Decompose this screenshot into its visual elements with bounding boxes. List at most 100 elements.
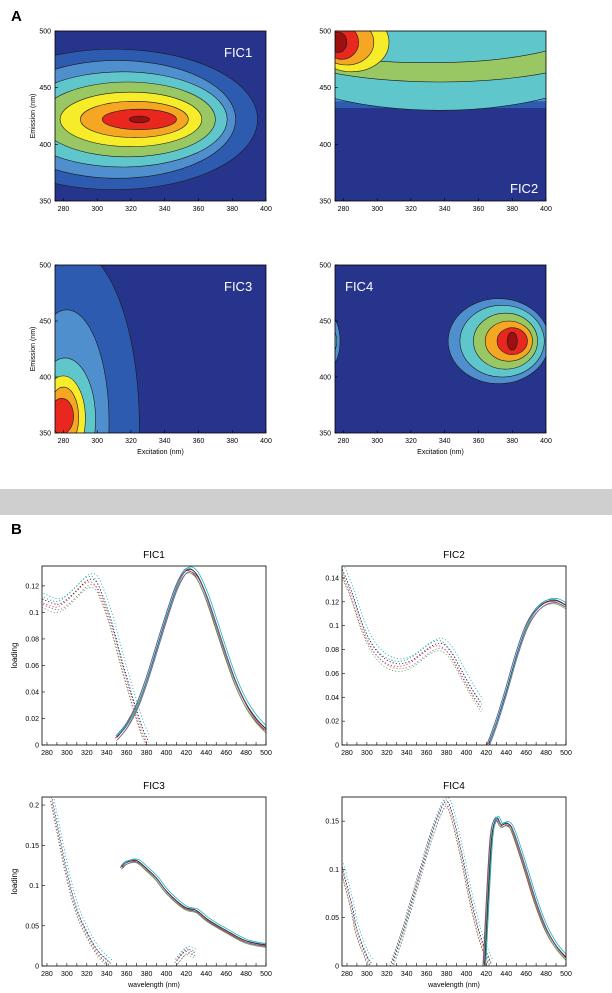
- x-tick-label: 360: [473, 438, 485, 445]
- excitation-curve: [50, 800, 111, 966]
- y-tick-label: 350: [39, 199, 51, 206]
- x-tick-label: 400: [540, 206, 552, 213]
- x-axis-label: wavelength (nm): [127, 982, 180, 989]
- x-tick-label: 340: [159, 438, 171, 445]
- excitation-curve: [42, 587, 147, 745]
- x-tick-label: 280: [341, 750, 353, 757]
- x-tick-label: 360: [421, 971, 433, 978]
- x-tick-label: 380: [226, 206, 238, 213]
- contour-level: [55, 397, 74, 433]
- excitation-2-curve: [389, 803, 491, 966]
- y-tick-label: 0.06: [25, 663, 39, 670]
- x-tick-label: 300: [361, 750, 373, 757]
- x-tick-label: 280: [341, 971, 353, 978]
- x-axis-label: Excitation (nm): [137, 449, 184, 456]
- y-tick-label: 350: [319, 199, 331, 206]
- excitation-curve: [342, 576, 482, 713]
- y-tick-label: 0.08: [325, 647, 339, 654]
- x-tick-label: 380: [141, 750, 153, 757]
- emission-curve: [487, 598, 566, 744]
- x-tick-label: 400: [161, 971, 173, 978]
- x-tick-label: 340: [159, 206, 171, 213]
- emission-curve: [117, 566, 266, 736]
- x-tick-label: 400: [540, 438, 552, 445]
- x-tick-label: 320: [125, 438, 137, 445]
- x-tick-label: 320: [381, 750, 393, 757]
- contour-plot-3: FIC3 280 300 320 340 360 380 400 350 400 450 500 Emi…: [30, 263, 272, 457]
- x-tick-label: 440: [200, 971, 212, 978]
- x-tick-label: 460: [520, 971, 532, 978]
- loading-plot-3: FIC3 280 300 320 340 360 380 400 420 440 460 480 500…: [10, 781, 272, 989]
- contour-level: [506, 331, 518, 351]
- emission-curve: [117, 571, 266, 740]
- y-axis-label: loading: [10, 643, 19, 669]
- x-tick-label: 360: [421, 750, 433, 757]
- x-tick-label: 320: [81, 971, 93, 978]
- excitation-2-curve: [175, 954, 197, 966]
- x-tick-label: 400: [260, 206, 272, 213]
- excitation-curve: [342, 574, 483, 710]
- plot-title: FIC4: [443, 781, 465, 792]
- emission-curve: [120, 859, 266, 945]
- x-tick-label: 340: [439, 206, 451, 213]
- x-tick-label: 300: [61, 750, 73, 757]
- y-tick-label: 400: [319, 375, 331, 382]
- loading-plot-2: FIC2 280 300 320 340 360 380 400 420 440 460 480 500…: [325, 550, 572, 757]
- plot-frame: [341, 796, 567, 967]
- y-tick-label: 500: [39, 263, 51, 270]
- x-tick-label: 320: [81, 750, 93, 757]
- emission-curve: [483, 816, 566, 965]
- emission-curve: [482, 818, 565, 966]
- x-tick-label: 460: [220, 971, 232, 978]
- x-tick-label: 280: [41, 750, 53, 757]
- y-tick-label: 0.02: [325, 719, 339, 726]
- y-tick-label: 0.12: [25, 583, 39, 590]
- plot-frame: [41, 565, 267, 746]
- emission-curve: [116, 572, 266, 742]
- emission-curve: [116, 568, 266, 738]
- y-tick-label: 0.04: [25, 689, 39, 696]
- excitation-curve: [51, 799, 113, 965]
- x-tick-label: 320: [405, 206, 417, 213]
- y-axis-label: Emission (nm): [30, 327, 37, 372]
- x-tick-label: 480: [240, 750, 252, 757]
- x-tick-label: 400: [461, 750, 473, 757]
- excitation-curve: [42, 581, 148, 745]
- x-tick-label: 380: [506, 438, 518, 445]
- plot-frame: [334, 264, 547, 434]
- y-axis-label: Emission (nm): [30, 94, 37, 139]
- y-tick-label: 0.1: [29, 610, 39, 617]
- x-tick-label: 460: [520, 750, 532, 757]
- x-tick-label: 380: [441, 750, 453, 757]
- x-tick-label: 500: [560, 971, 572, 978]
- plot-title: FIC2: [443, 550, 465, 561]
- x-tick-label: 420: [181, 971, 193, 978]
- x-tick-label: 280: [338, 438, 350, 445]
- emission-curve: [122, 858, 266, 944]
- loading-plot-1: FIC1 280 300 320 340 360 380 400 420 440 460 480 500…: [10, 550, 272, 757]
- excitation-curve: [52, 802, 111, 966]
- excitation-curve: [343, 566, 484, 700]
- y-axis-label: loading: [10, 869, 19, 895]
- panel-label-a: A: [11, 8, 22, 25]
- excitation-2-curve: [392, 807, 490, 966]
- x-axis-label: wavelength (nm): [427, 982, 480, 989]
- x-tick-label: 340: [401, 750, 413, 757]
- emission-curve: [486, 601, 565, 745]
- emission-curve: [485, 815, 566, 964]
- x-tick-label: 500: [560, 750, 572, 757]
- x-tick-label: 440: [500, 971, 512, 978]
- excitation-curve: [342, 873, 371, 966]
- x-tick-label: 400: [161, 750, 173, 757]
- plot-frame: [54, 30, 267, 202]
- excitation-curve: [342, 568, 481, 703]
- contour-plot-2: FIC2 280 300 320 340 360 380 400 350 400 450 500: [319, 29, 552, 214]
- emission-curve: [483, 820, 566, 966]
- excitation-2-curve: [390, 799, 491, 963]
- contour-level: [335, 319, 341, 363]
- panel-label-b: B: [11, 521, 22, 538]
- x-tick-label: 280: [58, 438, 70, 445]
- x-tick-label: 460: [220, 750, 232, 757]
- x-tick-label: 480: [540, 971, 552, 978]
